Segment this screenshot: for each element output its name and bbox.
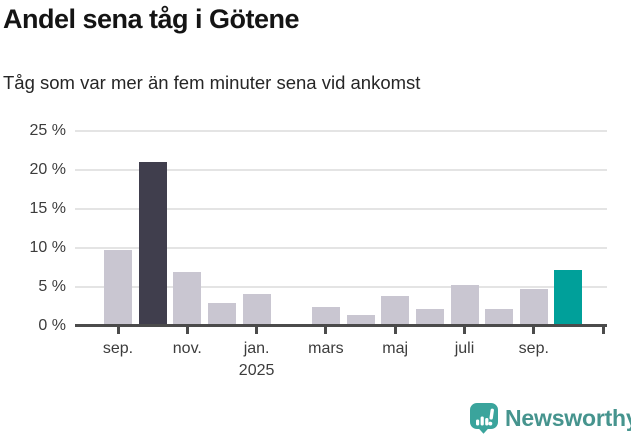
newsworthy-wordmark: Newsworthy <box>505 405 631 431</box>
gridline-5pct <box>75 286 607 288</box>
newsworthy-logo[interactable]: Newsworthy <box>470 403 631 434</box>
bar-jan-4 <box>242 294 271 326</box>
x-axis-line <box>75 324 607 327</box>
x-axis-tick <box>463 327 466 334</box>
x-axis-tick <box>601 327 605 334</box>
bar-juni-9 <box>415 308 444 326</box>
bar-okt-1 <box>138 162 167 326</box>
y-axis-label: 5 % <box>38 278 66 295</box>
chart-subtitle: Tåg som var mer än fem minuter sena vid … <box>3 72 421 93</box>
bar-nov-2 <box>173 272 202 326</box>
x-axis-tick <box>255 327 259 334</box>
bar-mars-6 <box>311 307 340 326</box>
y-axis-label: 10 % <box>29 239 66 256</box>
bar-sep-0 <box>104 249 132 326</box>
y-axis-label: 0 % <box>38 317 66 334</box>
chart-title: Andel sena tåg i Götene <box>3 4 300 34</box>
y-axis-label: 15 % <box>29 200 66 217</box>
bar-sep-12 <box>519 289 548 326</box>
x-axis-label: maj <box>382 340 409 357</box>
x-axis-tick <box>393 327 397 334</box>
gridline-25pct <box>75 130 607 132</box>
x-axis-label: sep. <box>518 340 549 357</box>
gridline-10pct <box>75 247 607 249</box>
x-axis-label: sep. <box>102 340 134 357</box>
bar-aug-11 <box>485 308 514 326</box>
gridline-15pct <box>75 208 607 210</box>
x-axis-tick <box>116 327 120 334</box>
bar-juli-10 <box>450 284 479 326</box>
x-axis-label: jan. <box>243 340 270 357</box>
x-axis-tick <box>324 327 328 334</box>
x-axis-label: mars <box>308 340 344 357</box>
x-axis-label: juli <box>454 340 475 357</box>
bar-okt-13 <box>554 269 583 326</box>
x-axis-year-label: 2025 <box>238 362 275 379</box>
y-axis-label: 25 % <box>29 122 66 139</box>
x-axis-tick <box>185 327 189 334</box>
newsworthy-icon <box>470 403 498 434</box>
gridline-20pct <box>75 169 607 171</box>
bar-apr-7 <box>346 315 375 326</box>
x-axis-label: nov. <box>172 340 202 357</box>
bar-maj-8 <box>381 296 410 326</box>
x-axis-tick <box>532 327 536 334</box>
bar-dec-3 <box>207 302 236 326</box>
y-axis-label: 20 % <box>29 161 66 178</box>
